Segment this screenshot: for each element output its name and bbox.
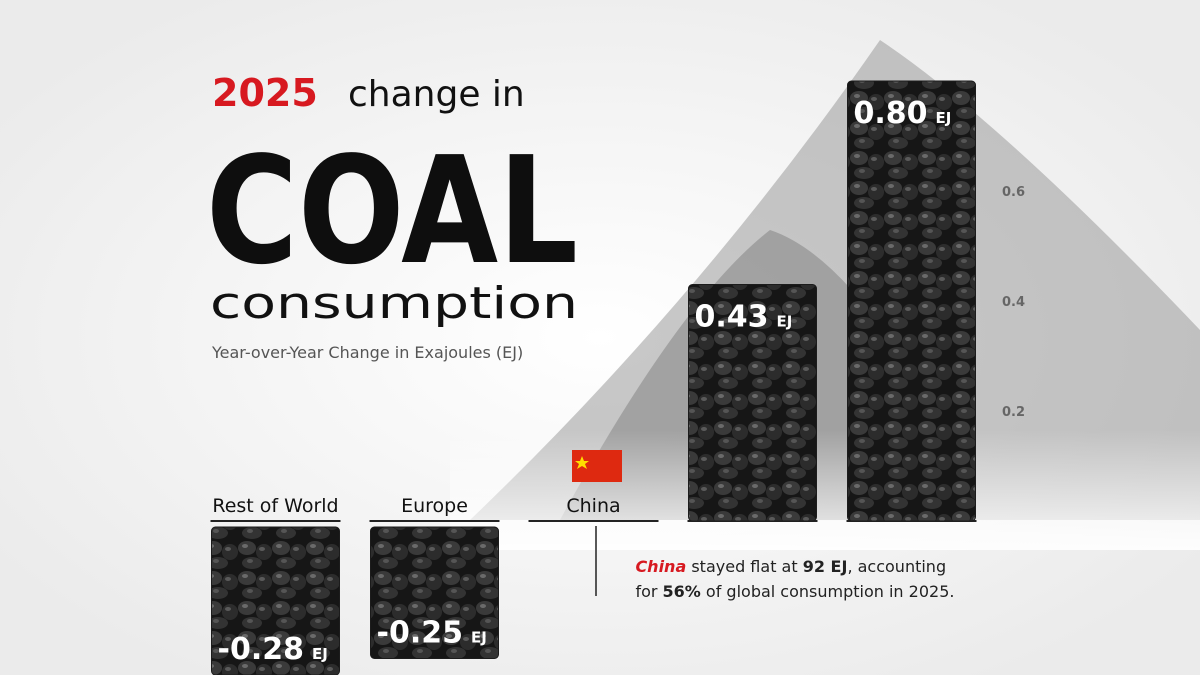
value-label-number: -0.25 (377, 616, 463, 651)
value-label: -0.28 EJ (218, 632, 328, 667)
flag-china (572, 450, 622, 482)
x-tick-label: China (566, 495, 620, 517)
value-label-unit: EJ (471, 629, 487, 647)
value-label-unit: EJ (936, 109, 952, 127)
annotation: for 56% of global consumption in 2025. (610, 582, 970, 601)
x-tick-label: Rest of World (212, 495, 338, 517)
value-label-number: 0.80 (854, 96, 928, 131)
value-label: -0.25 EJ (377, 616, 487, 651)
annotation-part: 92 EJ (803, 557, 848, 576)
title-year: 2025 (212, 71, 318, 115)
title: change in (348, 74, 525, 115)
title: consumption (210, 278, 578, 329)
bar (688, 284, 817, 522)
value-label-number: -0.28 (218, 632, 304, 667)
y-tick-label: 0.4 (1002, 295, 1025, 310)
value-label: 0.43 EJ (695, 300, 793, 335)
bar (847, 80, 976, 522)
subtitle: Year-over-Year Change in Exajoules (EJ) (211, 343, 523, 362)
annotation-part: for (635, 582, 662, 601)
mist (450, 430, 1200, 550)
y-tick-label: 0.2 (1002, 405, 1025, 420)
value-label: 0.80 EJ (854, 96, 952, 131)
annotation-part: China (635, 557, 686, 576)
annotation-part: of global consumption in 2025. (701, 582, 955, 601)
value-label-unit: EJ (777, 313, 793, 331)
annotation-part: stayed flat at (686, 557, 802, 576)
annotation-part: 56% (663, 582, 701, 601)
title-big: COAL (206, 125, 578, 297)
x-tick-label: Europe (401, 495, 468, 517)
bar (211, 526, 340, 675)
bar (370, 526, 499, 659)
y-tick-label: 0.6 (1002, 185, 1025, 200)
annotation: China stayed flat at 92 EJ, accounting (610, 557, 961, 576)
value-label-number: 0.43 (695, 300, 769, 335)
value-label-unit: EJ (312, 645, 328, 663)
annotation-part: , accounting (847, 557, 946, 576)
